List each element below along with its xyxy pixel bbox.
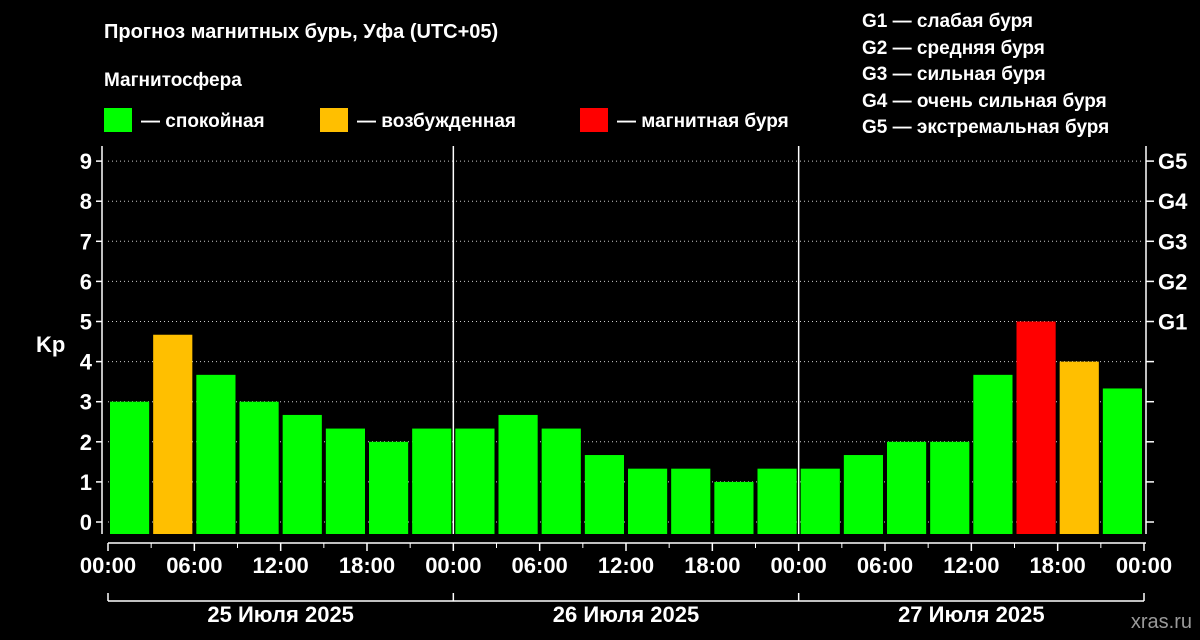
bar-quiet [671, 468, 711, 534]
y-tick-label: 1 [80, 470, 92, 495]
bar-quiet [325, 428, 365, 534]
g-level-label: G2 [1158, 269, 1187, 294]
g-scale-item-g4: G4 — очень сильная буря [862, 91, 1107, 112]
x-tick-label: 00:00 [771, 553, 827, 578]
bar-quiet [455, 428, 495, 534]
y-tick-label: 5 [80, 310, 92, 335]
x-tick-label: 00:00 [425, 553, 481, 578]
bar-quiet [714, 481, 754, 534]
bars [110, 321, 1142, 534]
x-tick-label: 18:00 [339, 553, 395, 578]
bar-active [153, 334, 193, 534]
bar-quiet [282, 414, 322, 534]
bar-storm [1016, 321, 1056, 534]
x-tick-label: 12:00 [253, 553, 309, 578]
x-tick-label: 12:00 [943, 553, 999, 578]
legend-swatch-storm [580, 108, 608, 132]
bar-quiet [412, 428, 452, 534]
color-legend: — спокойная — возбужденная — магнитная б… [104, 108, 789, 132]
y-tick-label: 9 [80, 149, 92, 174]
g-level-label: G4 [1158, 189, 1188, 214]
chart-title: Прогноз магнитных бурь, Уфа (UTC+05) [104, 21, 498, 43]
legend-swatch-active [320, 108, 348, 132]
bar-quiet [800, 468, 840, 534]
bar-quiet [110, 401, 150, 534]
bar-quiet [930, 441, 970, 534]
y-tick-label: 0 [80, 510, 92, 535]
g-scale-item-g2: G2 — средняя буря [862, 38, 1045, 59]
legend-label-active: — возбужденная [357, 111, 516, 132]
y-tick-label: 6 [80, 269, 92, 294]
legend-label-quiet: — спокойная [141, 111, 265, 132]
x-tick-label: 00:00 [1116, 553, 1172, 578]
bar-quiet [369, 441, 409, 534]
y-tick-label: 7 [80, 229, 92, 254]
g-scale-legend: G1 — слабая буря G2 — средняя буря G3 — … [862, 11, 1109, 138]
g-scale-item-g3: G3 — сильная буря [862, 64, 1046, 85]
g-scale-item-g5: G5 — экстремальная буря [862, 117, 1109, 138]
g-scale-item-g1: G1 — слабая буря [862, 11, 1033, 32]
bar-quiet [628, 468, 668, 534]
g-level-label: G1 [1158, 310, 1187, 335]
bar-quiet [973, 374, 1013, 534]
y-tick-label: 8 [80, 189, 92, 214]
g-level-label: G5 [1158, 149, 1187, 174]
day-label: 25 Июля 2025 [207, 602, 354, 627]
x-tick-label: 18:00 [1030, 553, 1086, 578]
bar-quiet [498, 414, 538, 534]
bar-quiet [239, 401, 279, 534]
y-tick-label: 2 [80, 430, 92, 455]
axes: 0 1 2 3 4 5 6 7 8 9 G1 G2 G3 G4 G5 00:00 06:00 12:00 18:00… [80, 146, 1188, 627]
x-tick-label: 00:00 [80, 553, 136, 578]
grid-lines [108, 160, 1144, 523]
bar-quiet [541, 428, 581, 534]
bar-quiet [1102, 388, 1142, 534]
g-level-label: G3 [1158, 229, 1187, 254]
bar-quiet [757, 468, 797, 534]
x-tick-label: 12:00 [598, 553, 654, 578]
legend-label-storm: — магнитная буря [617, 111, 789, 132]
bar-quiet [196, 374, 236, 534]
bar-quiet [584, 455, 624, 534]
magnetosphere-label: Магнитосфера [104, 70, 242, 91]
x-tick-label: 06:00 [512, 553, 568, 578]
legend-swatch-quiet [104, 108, 132, 132]
bar-active [1059, 361, 1099, 534]
x-tick-label: 18:00 [684, 553, 740, 578]
day-label: 27 Июля 2025 [898, 602, 1045, 627]
x-tick-label: 06:00 [857, 553, 913, 578]
y-tick-label: 4 [80, 350, 93, 375]
day-label: 26 Июля 2025 [553, 602, 700, 627]
x-tick-label: 06:00 [166, 553, 222, 578]
watermark: xras.ru [1131, 611, 1192, 633]
y-axis-label: Kp [36, 332, 65, 357]
bar-quiet [887, 441, 927, 534]
bar-quiet [843, 455, 883, 534]
y-tick-label: 3 [80, 390, 92, 415]
